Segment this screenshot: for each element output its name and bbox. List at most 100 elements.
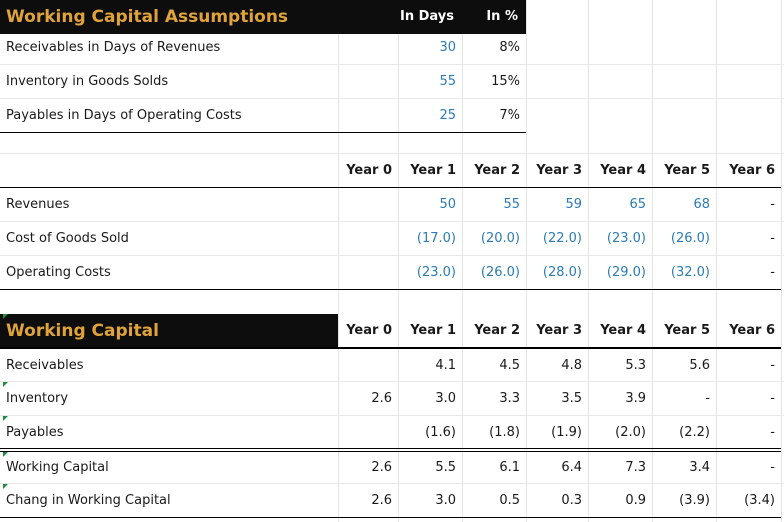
value-cell[interactable]: 4.8 <box>561 358 582 373</box>
assumption-days[interactable]: 55 <box>439 74 456 89</box>
value-cell[interactable]: (1.8) <box>489 425 520 440</box>
value-cell[interactable]: (22.0) <box>542 231 582 246</box>
year-header[interactable]: Year 5 <box>664 323 710 338</box>
assumption-label[interactable]: Receivables in Days of Revenues <box>6 40 221 55</box>
value-cell[interactable]: (20.0) <box>480 231 520 246</box>
value-cell[interactable]: (2.0) <box>615 425 646 440</box>
value-cell[interactable]: 55 <box>503 197 520 212</box>
value-cell[interactable]: (1.6) <box>425 425 456 440</box>
grid-col-line <box>588 0 589 522</box>
year-header[interactable]: Year 4 <box>600 323 646 338</box>
value-cell[interactable]: 2.6 <box>371 391 392 406</box>
row-label[interactable]: Receivables <box>6 358 84 373</box>
value-cell[interactable]: - <box>770 425 775 440</box>
year-header[interactable]: Year 2 <box>474 323 520 338</box>
value-cell[interactable]: 68 <box>693 197 710 212</box>
value-cell[interactable]: (32.0) <box>670 265 710 280</box>
grid-col-line <box>652 0 653 522</box>
assumption-days[interactable]: 30 <box>439 40 456 55</box>
year-header[interactable]: Year 0 <box>346 323 392 338</box>
value-cell[interactable]: 4.1 <box>435 358 456 373</box>
assumption-label[interactable]: Payables in Days of Operating Costs <box>6 108 242 123</box>
value-cell[interactable]: (17.0) <box>416 231 456 246</box>
value-cell[interactable]: (28.0) <box>542 265 582 280</box>
year-header[interactable]: Year 5 <box>664 163 710 178</box>
value-cell[interactable] <box>338 256 398 290</box>
value-cell[interactable]: 3.5 <box>561 391 582 406</box>
value-cell[interactable]: - <box>770 197 775 212</box>
assumption-label[interactable]: Inventory in Goods Solds <box>6 74 169 89</box>
value-cell[interactable]: 2.6 <box>371 493 392 508</box>
in-pct-header[interactable]: In % <box>486 9 518 24</box>
value-cell[interactable]: (1.9) <box>551 425 582 440</box>
year-header[interactable]: Year 3 <box>536 163 582 178</box>
year-header[interactable]: Year 1 <box>410 163 456 178</box>
wc-header-bg <box>0 314 338 348</box>
value-cell[interactable]: 59 <box>565 197 582 212</box>
value-cell[interactable]: - <box>705 391 710 406</box>
value-cell[interactable]: 3.0 <box>435 391 456 406</box>
value-cell[interactable]: 7.3 <box>625 460 646 475</box>
value-cell[interactable]: 2.6 <box>371 460 392 475</box>
year-header[interactable]: Year 4 <box>600 163 646 178</box>
year-header[interactable]: Year 1 <box>410 323 456 338</box>
assumption-pct[interactable]: 15% <box>491 74 520 89</box>
cell-note-marker <box>3 484 8 489</box>
value-cell[interactable]: - <box>770 231 775 246</box>
assumption-pct[interactable]: 7% <box>499 108 520 123</box>
year-header[interactable]: Year 6 <box>729 163 775 178</box>
in-days-header[interactable]: In Days <box>400 9 454 24</box>
value-cell[interactable]: 6.4 <box>561 460 582 475</box>
value-cell[interactable]: - <box>770 391 775 406</box>
value-cell[interactable]: 0.9 <box>625 493 646 508</box>
value-cell[interactable]: 0.3 <box>561 493 582 508</box>
assumption-days[interactable]: 25 <box>439 108 456 123</box>
value-cell[interactable]: 3.0 <box>435 493 456 508</box>
row-label[interactable]: Working Capital <box>6 460 109 475</box>
value-cell[interactable]: (3.4) <box>744 493 775 508</box>
value-cell[interactable]: - <box>770 460 775 475</box>
value-cell[interactable]: 5.6 <box>689 358 710 373</box>
row-label[interactable]: Cost of Goods Sold <box>6 231 129 246</box>
value-cell[interactable]: - <box>770 358 775 373</box>
value-cell[interactable]: (23.0) <box>606 231 646 246</box>
value-cell[interactable]: (2.2) <box>679 425 710 440</box>
value-cell[interactable]: (26.0) <box>480 265 520 280</box>
assumption-row: Receivables in Days of Revenues 30 8% <box>0 31 784 65</box>
value-cell[interactable]: 5.5 <box>435 460 456 475</box>
value-cell[interactable]: 3.3 <box>499 391 520 406</box>
value-cell[interactable]: (3.9) <box>679 493 710 508</box>
assumptions-header-row: Working Capital Assumptions In Days In % <box>0 0 784 34</box>
assumption-pct[interactable]: 8% <box>499 40 520 55</box>
value-cell[interactable]: - <box>770 265 775 280</box>
value-cell[interactable]: (23.0) <box>416 265 456 280</box>
year-header[interactable]: Year 0 <box>346 163 392 178</box>
value-cell[interactable] <box>338 416 398 450</box>
value-cell[interactable]: 6.1 <box>499 460 520 475</box>
assumptions-title[interactable]: Working Capital Assumptions <box>6 7 289 27</box>
grid-col-line <box>462 0 463 522</box>
value-cell[interactable]: (26.0) <box>670 231 710 246</box>
year-header[interactable]: Year 6 <box>729 323 775 338</box>
value-cell[interactable]: 5.3 <box>625 358 646 373</box>
value-cell[interactable] <box>338 188 398 222</box>
value-cell[interactable]: 4.5 <box>499 358 520 373</box>
row-label[interactable]: Chang in Working Capital <box>6 493 171 508</box>
row-label[interactable]: Revenues <box>6 197 70 212</box>
value-cell[interactable]: 3.9 <box>625 391 646 406</box>
value-cell[interactable]: 3.4 <box>689 460 710 475</box>
row-label[interactable]: Inventory <box>6 391 69 406</box>
wc-header-row: Working Capital Year 0 Year 1 Year 2 Yea… <box>0 314 784 348</box>
wc-title[interactable]: Working Capital <box>6 321 159 341</box>
row-label[interactable]: Payables <box>6 425 64 440</box>
value-cell[interactable] <box>338 349 398 383</box>
value-cell[interactable]: 65 <box>629 197 646 212</box>
year-header[interactable]: Year 3 <box>536 323 582 338</box>
value-cell[interactable]: 0.5 <box>499 493 520 508</box>
assumptions-header-bg <box>0 0 526 34</box>
value-cell[interactable]: 50 <box>439 197 456 212</box>
value-cell[interactable] <box>338 222 398 256</box>
row-label[interactable]: Operating Costs <box>6 265 111 280</box>
value-cell[interactable]: (29.0) <box>606 265 646 280</box>
year-header[interactable]: Year 2 <box>474 163 520 178</box>
